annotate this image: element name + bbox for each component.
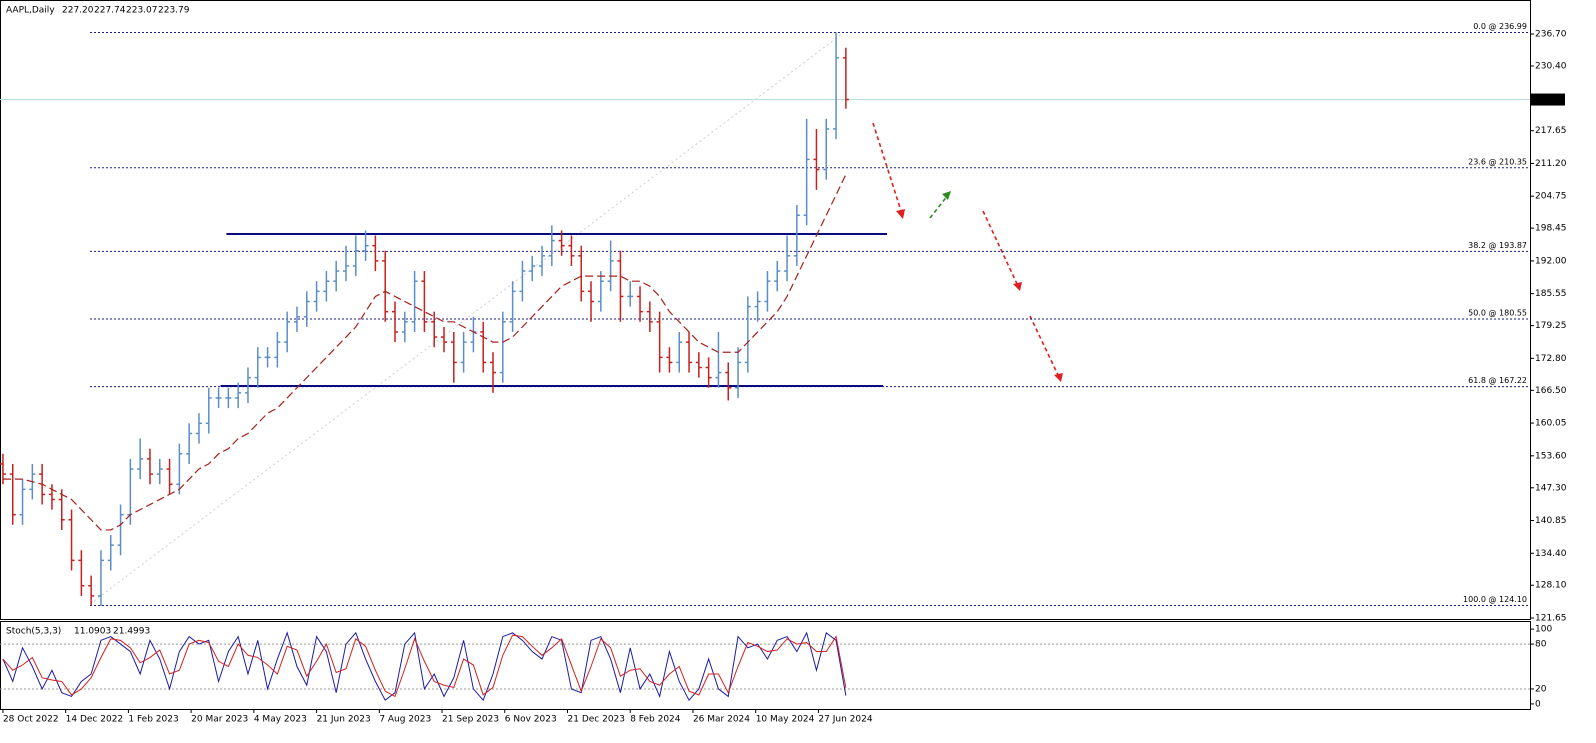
- x-tick-label: 14 Dec 2022: [66, 715, 124, 725]
- stoch-signal-value: 21.4993: [113, 627, 150, 637]
- fib-label: 50.0 @ 180.55: [1468, 309, 1527, 318]
- x-tick-label: 6 Nov 2023: [505, 715, 557, 725]
- y-tick-label: 134.40: [1535, 549, 1567, 559]
- x-tick-label: 1 Feb 2023: [128, 715, 178, 725]
- y-tick-label: 185.55: [1535, 289, 1567, 299]
- y-tick-label: 230.40: [1535, 61, 1567, 71]
- y-tick-label: 198.45: [1535, 224, 1567, 234]
- quote-open: 227.20: [62, 6, 94, 16]
- x-tick-label: 4 May 2023: [254, 715, 307, 725]
- fib-label: 61.8 @ 167.22: [1468, 376, 1527, 385]
- arrow: [1029, 315, 1060, 378]
- x-tick-label: 8 Feb 2024: [630, 715, 681, 725]
- x-tick-label: 28 Oct 2022: [3, 715, 59, 725]
- fib-label: 38.2 @ 193.87: [1468, 241, 1527, 250]
- y-tick-label: 166.50: [1535, 386, 1567, 396]
- x-tick-label: 10 May 2024: [756, 715, 815, 725]
- y-tick-label: 121.65: [1535, 613, 1567, 623]
- last-price-label: 223.79: [1534, 95, 1566, 105]
- arrow: [872, 122, 903, 215]
- arrow-head: [1054, 373, 1063, 382]
- y-tick-label: 236.70: [1535, 30, 1567, 40]
- symbol: AAPL,Daily: [6, 6, 55, 16]
- arrow-head: [942, 191, 951, 200]
- main-pane: [0, 0, 1531, 620]
- stoch-pane: [0, 621, 1531, 710]
- y-tick-label: 0: [1535, 699, 1541, 709]
- y-tick-label: 140.85: [1535, 516, 1567, 526]
- y-tick-label: 100: [1535, 625, 1552, 635]
- x-tick-label: 21 Sep 2023: [442, 715, 499, 725]
- x-tick-label: 26 Mar 2024: [693, 715, 750, 725]
- arrow-head: [1013, 282, 1022, 291]
- arrow: [929, 194, 949, 219]
- arrow-heads: [896, 191, 1063, 382]
- stoch-line: [2, 631, 847, 702]
- y-tick-label: 204.75: [1535, 192, 1567, 202]
- y-tick-label: 160.05: [1535, 419, 1567, 429]
- forecast-arrows: [872, 122, 1060, 378]
- x-tick-label: 21 Dec 2023: [568, 715, 626, 725]
- x-tick-label: 20 Mar 2023: [191, 715, 248, 725]
- moving-average: [2, 174, 847, 531]
- y-tick-label: 20: [1535, 684, 1547, 694]
- y-tick-label: 80: [1535, 640, 1547, 650]
- stoch-line: [2, 634, 847, 698]
- x-tick-label: 27 Jun 2024: [818, 715, 872, 725]
- quote-close: 223.79: [158, 6, 190, 16]
- y-tick-label: 179.25: [1535, 321, 1567, 331]
- y-tick-label: 147.30: [1535, 483, 1567, 493]
- arrow-head: [896, 209, 905, 219]
- y-tick-label: 128.10: [1535, 581, 1567, 591]
- last-price-box: [1531, 93, 1565, 106]
- fib-label: 23.6 @ 210.35: [1468, 157, 1527, 166]
- fib-label: 0.0 @ 236.99: [1473, 22, 1527, 31]
- y-tick-label: 217.65: [1535, 126, 1567, 136]
- x-tick-label: 7 Aug 2023: [379, 715, 431, 725]
- stoch-title: Stoch(5,3,3): [6, 627, 61, 637]
- quote-high: 227.74: [94, 6, 126, 16]
- stoch-main-value: 11.0903: [74, 627, 111, 637]
- y-tick-label: 153.60: [1535, 451, 1567, 461]
- fib-label: 100.0 @ 124.10: [1463, 595, 1527, 604]
- x-tick-label: 21 Jun 2023: [317, 715, 371, 725]
- y-tick-label: 192.00: [1535, 256, 1567, 266]
- quote-low: 223.07: [126, 6, 158, 16]
- y-tick-label: 211.20: [1535, 159, 1567, 169]
- y-tick-label: 172.80: [1535, 354, 1567, 364]
